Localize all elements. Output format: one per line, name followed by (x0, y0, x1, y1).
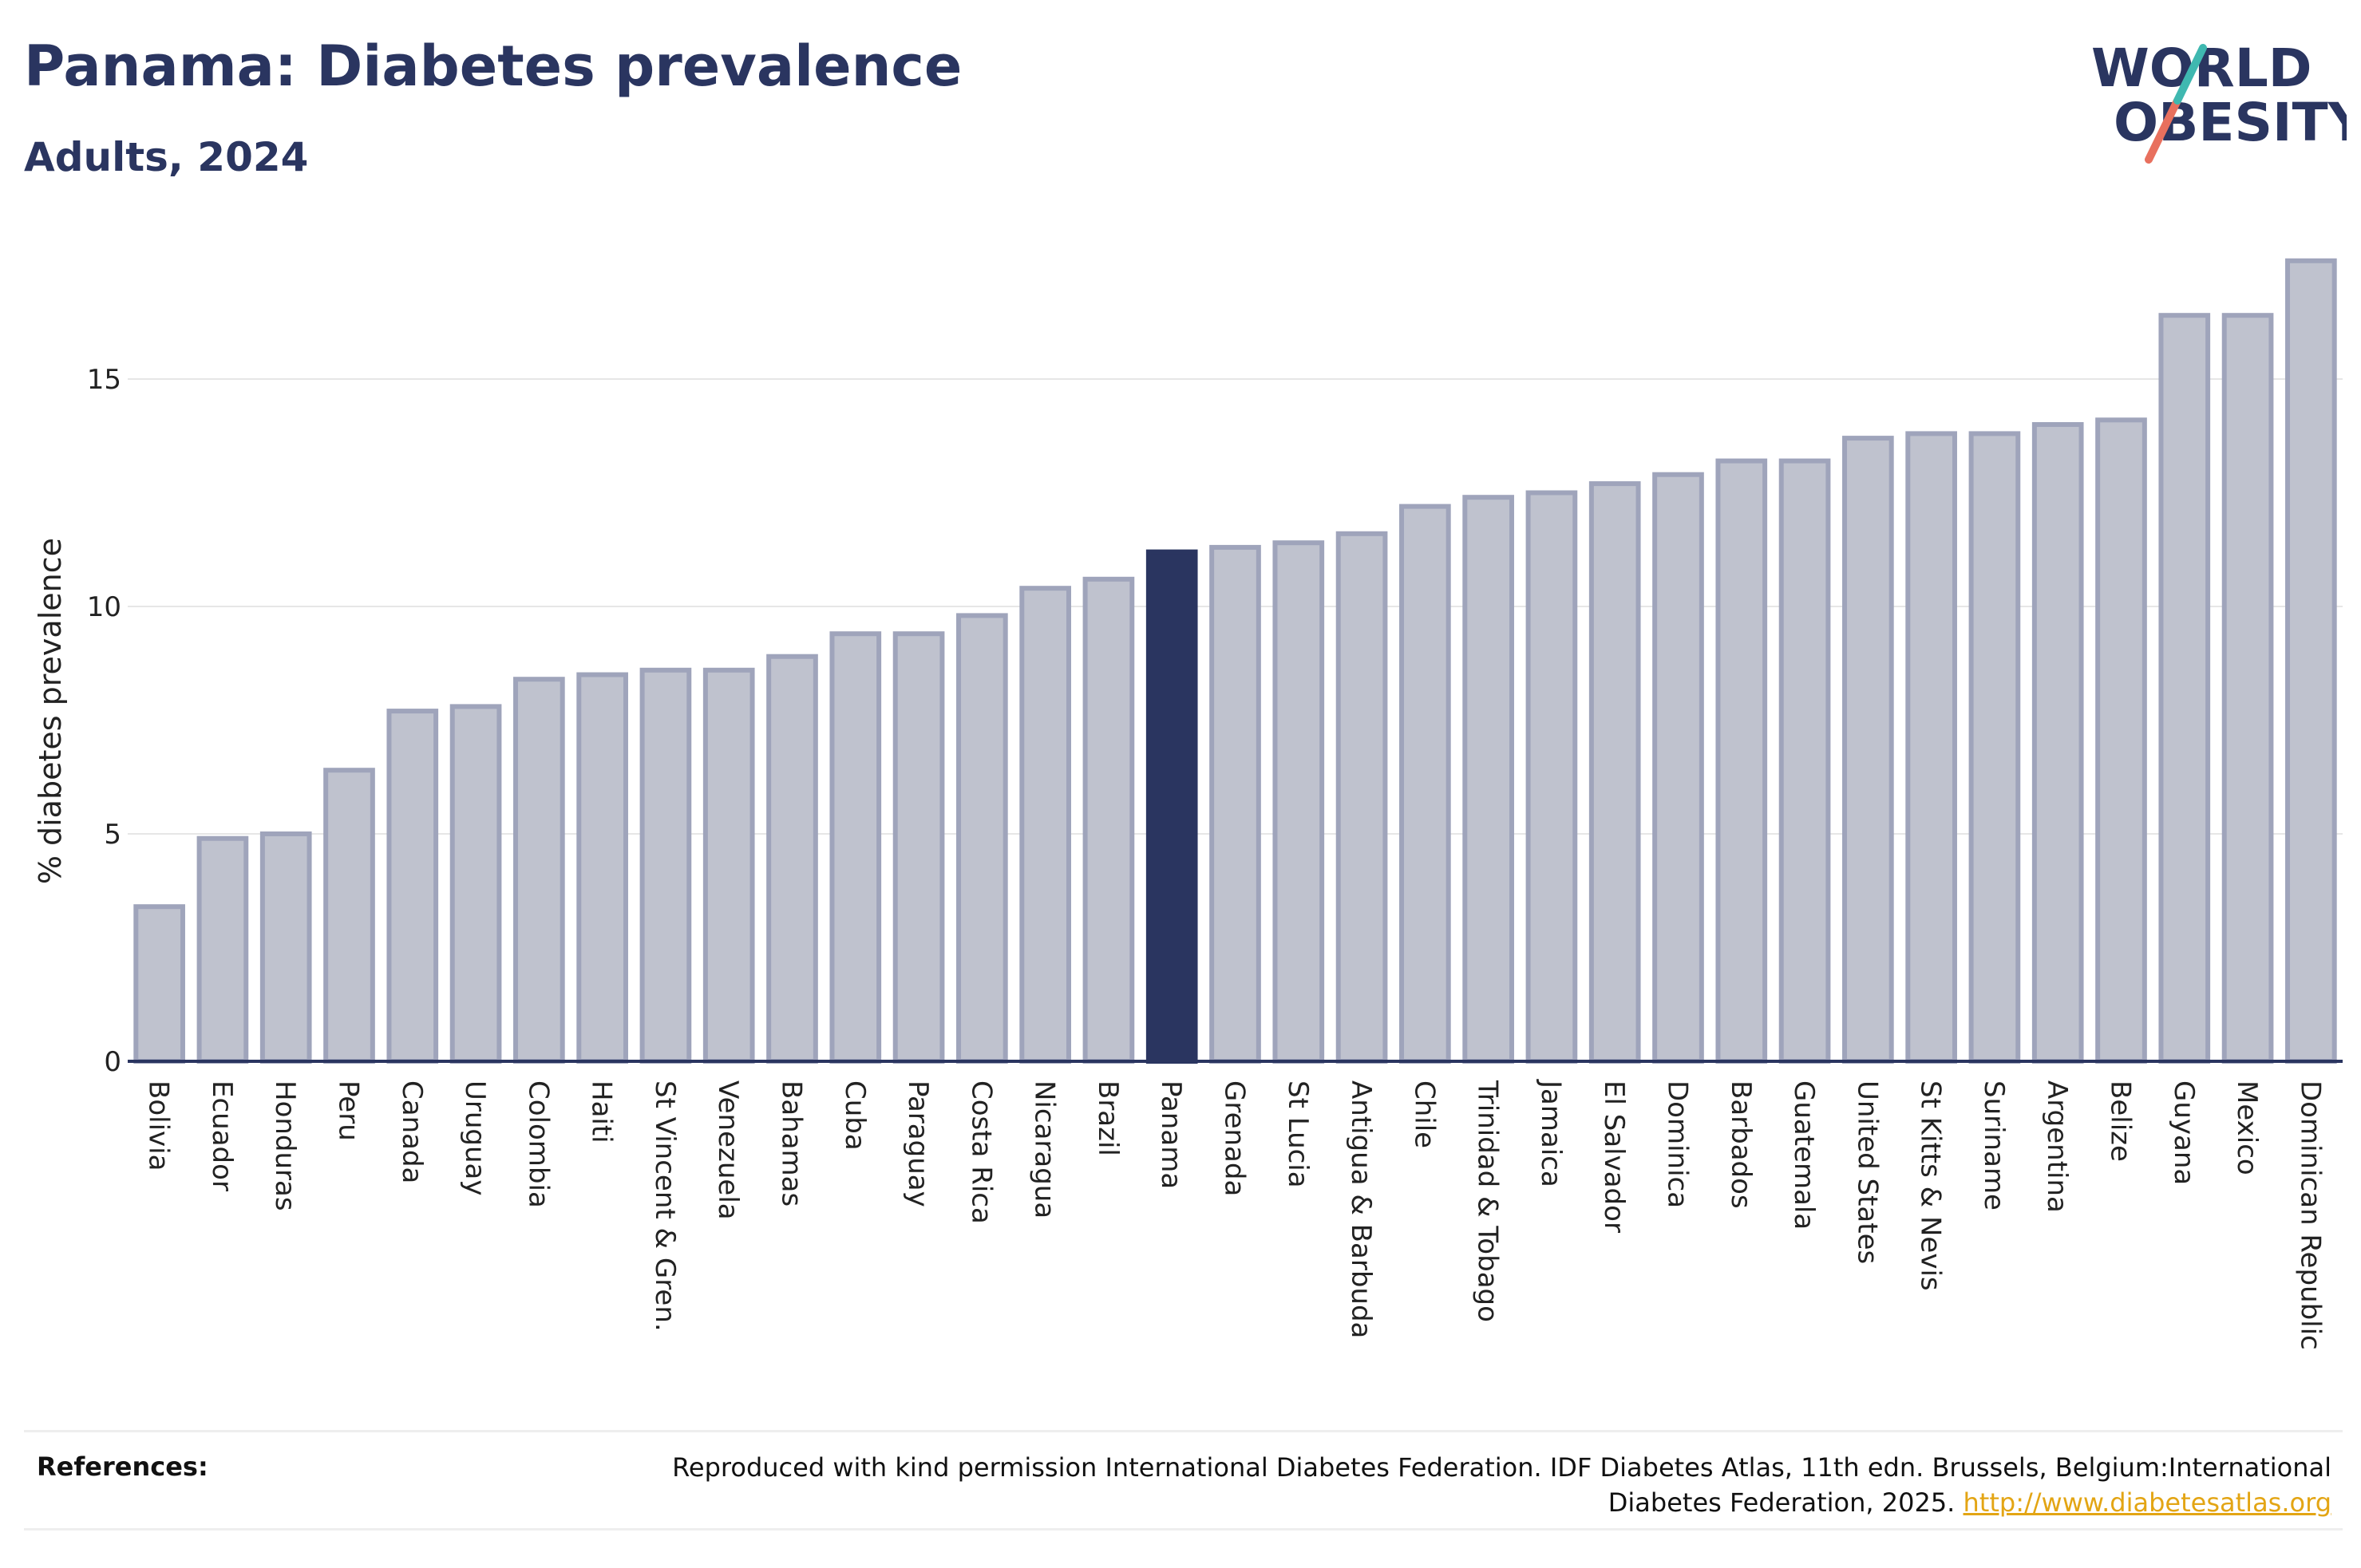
x-tick-label: Belize (2105, 1080, 2137, 1162)
bar (1905, 431, 1957, 1064)
x-tick-label: St Vincent & Gren. (649, 1080, 681, 1332)
x-tick-label: Venezuela (712, 1080, 744, 1220)
x-tick-label: Honduras (269, 1080, 301, 1211)
bar (259, 831, 312, 1064)
bar (766, 654, 818, 1064)
x-tick-label: Suriname (1978, 1080, 2010, 1211)
x-tick-label: Argentina (2041, 1080, 2073, 1213)
references-label: References: (37, 1451, 208, 1482)
x-tick-label: Costa Rica (965, 1080, 997, 1224)
x-tick-label: Chile (1408, 1080, 1440, 1148)
bar (2221, 313, 2274, 1064)
bar (133, 904, 185, 1064)
bar (956, 613, 1008, 1064)
bar (1335, 531, 1388, 1064)
references-link[interactable]: http://www.diabetesatlas.org (1963, 1487, 2331, 1518)
x-tick-label: Brazil (1092, 1080, 1124, 1156)
y-axis-label: % diabetes prevalence (33, 538, 68, 884)
x-tick-label: Dominican Republic (2294, 1080, 2326, 1350)
bar (2031, 422, 2084, 1064)
x-tick-label: Bolivia (143, 1080, 175, 1171)
x-tick-label: Paraguay (902, 1080, 934, 1207)
x-tick-label: Cuba (839, 1080, 871, 1151)
x-tick-label: St Kitts & Nevis (1915, 1080, 1947, 1291)
y-tick-label: 0 (104, 1046, 121, 1078)
y-tick-label: 10 (87, 591, 121, 623)
chart-subtitle: Adults, 2024 (24, 134, 309, 180)
bar (196, 835, 249, 1064)
x-tick-label: Ecuador (206, 1080, 238, 1191)
bar (1399, 504, 1451, 1064)
bar (1462, 495, 1514, 1064)
bar (639, 667, 692, 1064)
chart-title: Panama: Diabetes prevalence (24, 34, 963, 99)
bar (1588, 481, 1641, 1064)
bar (702, 667, 755, 1064)
y-tick-label: 15 (87, 364, 121, 396)
references-text: Reproduced with kind permission Internat… (575, 1450, 2331, 1520)
bar (2095, 417, 2147, 1064)
x-tick-label: Trinidad & Tobago (1472, 1080, 1504, 1322)
x-tick-label: Haiti (586, 1080, 618, 1143)
bar (1209, 544, 1261, 1064)
x-tick-label: Antigua & Barbuda (1345, 1080, 1377, 1338)
bar (1019, 586, 1071, 1064)
bar (2158, 313, 2211, 1064)
bar (1525, 490, 1578, 1064)
bar-chart: 0 5 10 15 % diabetes prevalence Bolivia Ecuado… (33, 258, 2343, 1350)
x-tick-label: Uruguay (459, 1080, 491, 1196)
x-tick-label: Dominica (1662, 1080, 1694, 1208)
bar (1715, 458, 1768, 1064)
x-tick-label: United States (1851, 1080, 1883, 1264)
world-obesity-logo: WORLD OBESITY (2091, 38, 2347, 164)
x-tick-label: Nicaragua (1029, 1080, 1061, 1218)
x-tick-label: Mexico (2231, 1080, 2263, 1175)
x-tick-label: Barbados (1725, 1080, 1757, 1209)
x-tick-label: Grenada (1219, 1080, 1251, 1196)
bar (1968, 431, 2021, 1064)
bar (892, 631, 945, 1064)
x-tick-label: El Salvador (1598, 1080, 1630, 1233)
bar (829, 631, 882, 1064)
bar (1082, 576, 1135, 1064)
bar (2285, 258, 2337, 1064)
references-section: References: Reproduced with kind permiss… (24, 1430, 2343, 1530)
bar (576, 672, 628, 1064)
bar (323, 768, 375, 1064)
x-tick-label: St Lucia (1282, 1080, 1314, 1188)
x-tick-label: Colombia (522, 1080, 554, 1208)
bar (1778, 458, 1831, 1064)
bar (513, 677, 565, 1064)
bar (1652, 472, 1704, 1064)
x-tick-label: Bahamas (776, 1080, 808, 1207)
x-tick-label: Panama (1155, 1080, 1187, 1189)
references-citation: Reproduced with kind permission Internat… (672, 1452, 2331, 1518)
x-tick-label: Guatemala (1788, 1080, 1820, 1230)
x-tick-label: Peru (333, 1080, 365, 1141)
bar (1145, 549, 1198, 1064)
bar (449, 704, 502, 1064)
x-tick-label: Canada (396, 1080, 428, 1183)
bar (1272, 540, 1325, 1064)
bar (386, 709, 439, 1064)
bar (1842, 436, 1894, 1064)
x-tick-label: Guyana (2168, 1080, 2200, 1185)
x-tick-label: Jamaica (1535, 1079, 1567, 1187)
y-tick-label: 5 (104, 819, 121, 851)
